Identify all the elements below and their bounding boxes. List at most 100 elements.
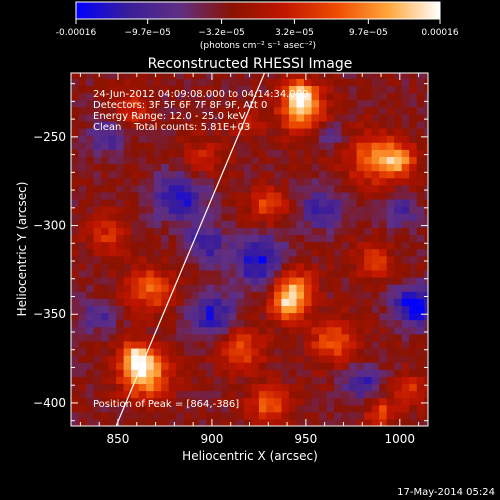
heatmap-pixel [168,376,177,385]
heatmap-pixel [416,191,425,200]
heatmap-pixel [364,347,373,356]
heatmap-pixel [432,277,440,285]
heatmap-pixel [78,149,87,157]
heatmap-pixel [379,241,388,250]
heatmap-pixel [273,355,283,363]
heatmap-pixel [236,326,245,335]
heatmap-pixel [349,113,358,122]
heatmap-pixel [409,383,418,392]
heatmap-pixel [303,355,313,363]
heatmap-pixel [243,269,252,278]
heatmap-pixel [281,113,290,122]
heatmap-pixel [416,326,425,335]
heatmap-pixel [371,284,380,292]
heatmap-pixel [349,120,358,129]
heatmap-pixel [176,418,185,426]
heatmap-pixel [394,198,403,207]
heatmap-pixel [341,298,350,306]
heatmap-pixel [213,142,222,150]
heatmap-pixel [86,269,95,278]
heatmap-pixel [198,248,207,257]
y-axis: −250−300−350−400 [33,83,428,422]
heatmap-pixel [236,120,245,129]
heatmap-pixel [71,99,80,108]
heatmap-pixel [364,135,373,143]
heatmap-pixel [198,340,207,349]
heatmap-pixel [198,184,207,193]
heatmap-pixel [326,206,335,214]
heatmap-pixel [123,276,132,285]
heatmap-pixel [108,78,117,87]
heatmap-pixel [236,355,245,363]
heatmap-pixel [416,163,425,172]
heatmap-pixel [258,78,268,87]
heatmap-pixel [334,142,343,150]
heatmap-pixel [213,262,222,271]
heatmap-pixel [356,234,365,243]
heatmap-pixel [326,262,335,271]
heatmap-pixel [71,184,80,193]
heatmap-pixel [251,220,260,228]
heatmap-pixel [251,269,260,278]
heatmap-pixel [243,319,252,328]
heatmap-pixel [334,170,343,179]
heatmap-pixel [153,198,162,207]
heatmap-pixel [334,312,343,321]
heatmap-pixel [236,284,245,292]
heatmap-pixel [251,234,260,243]
heatmap-pixel [303,418,313,426]
heatmap-pixel [93,227,102,236]
heatmap-pixel [221,248,230,257]
heatmap-pixel [221,241,230,250]
heatmap-pixel [416,135,425,143]
heatmap-pixel [206,305,215,314]
heatmap-pixel [71,85,80,94]
heatmap-pixel [131,276,140,285]
heatmap-pixel [183,369,192,377]
heatmap-pixel [78,305,87,314]
heatmap-pixel [251,376,260,385]
heatmap-pixel [228,305,237,314]
heatmap-pixel [341,163,350,172]
heatmap-pixel [101,319,110,328]
heatmap-pixel [281,418,290,426]
heatmap-pixel [371,234,380,243]
heatmap-pixel [311,142,320,150]
heatmap-pixel [71,362,80,370]
heatmap-pixel [341,340,350,349]
heatmap-pixel [183,404,192,413]
heatmap-pixel [311,85,320,94]
heatmap-pixel [138,404,147,413]
heatmap-pixel [131,120,140,129]
heatmap-pixel [356,284,365,292]
heatmap-pixel [401,347,410,356]
heatmap-pixel [349,135,358,143]
heatmap-pixel [394,390,403,399]
heatmap-pixel [394,184,403,193]
heatmap-pixel [78,198,87,207]
heatmap-pixel [251,177,260,186]
heatmap-pixel [273,255,283,264]
heatmap-pixel [78,340,87,349]
heatmap-pixel [409,234,418,243]
heatmap-pixel [371,142,380,150]
heatmap-pixel [116,92,125,101]
heatmap-pixel [251,170,260,179]
heatmap-pixel [379,347,388,356]
heatmap-pixel [432,369,440,377]
heatmap-pixel [341,206,350,214]
heatmap-pixel [71,305,80,314]
heatmap-pixel [116,262,125,271]
heatmap-pixel [221,390,230,399]
heatmap-pixel [161,142,170,150]
heatmap-pixel [266,404,275,413]
heatmap-pixel [417,64,425,72]
heatmap-pixel [198,298,207,306]
heatmap-pixel [131,397,140,406]
heatmap-pixel [101,312,110,321]
heatmap-pixel [101,206,110,214]
heatmap-pixel [401,184,410,193]
heatmap-pixel [326,284,335,292]
heatmap-pixel [379,64,387,72]
heatmap-pixel [176,113,185,122]
